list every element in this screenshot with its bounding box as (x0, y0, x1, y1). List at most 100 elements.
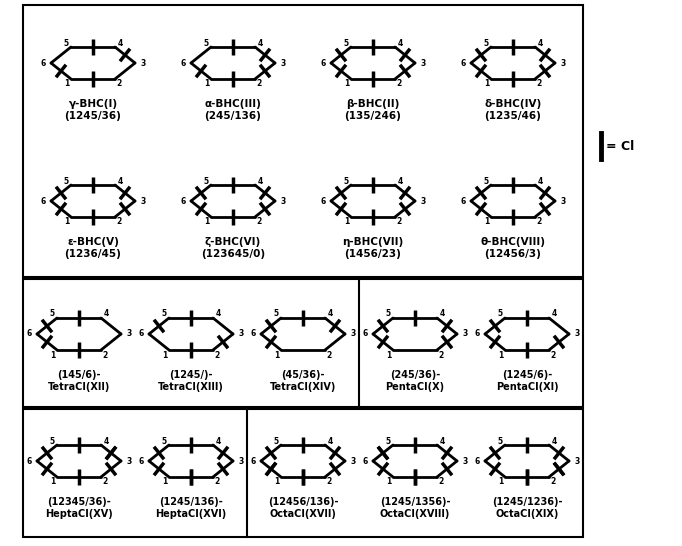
Text: 5: 5 (162, 310, 166, 318)
Text: 5: 5 (63, 39, 69, 48)
Text: 1: 1 (344, 217, 350, 227)
Text: η-BHC(VII)
(1456/23): η-BHC(VII) (1456/23) (342, 237, 404, 259)
Text: 1: 1 (162, 351, 168, 359)
Text: (245/36)-
PentaCl(X): (245/36)- PentaCl(X) (385, 370, 445, 391)
Bar (23, 409, 583, 537)
Text: 6: 6 (250, 329, 256, 339)
Text: 2: 2 (102, 351, 108, 359)
Text: (1245/1236)-
OctaCl(XIX): (1245/1236)- OctaCl(XIX) (492, 497, 562, 519)
Text: 5: 5 (203, 39, 209, 48)
Text: ζ-BHC(VI)
(123645/0): ζ-BHC(VI) (123645/0) (201, 237, 265, 259)
Text: (145/6)-
TetraCl(XII): (145/6)- TetraCl(XII) (48, 370, 110, 391)
Text: 4: 4 (439, 310, 445, 318)
Text: 5: 5 (484, 39, 488, 48)
Text: 2: 2 (117, 80, 121, 88)
Text: 2: 2 (396, 80, 402, 88)
Bar (23, 5, 583, 277)
Text: 4: 4 (117, 176, 123, 186)
Text: 6: 6 (362, 456, 368, 466)
Text: 1: 1 (205, 217, 209, 227)
Text: 2: 2 (256, 80, 262, 88)
Text: 2: 2 (327, 351, 331, 359)
Text: 4: 4 (537, 39, 543, 48)
Text: 6: 6 (40, 197, 46, 205)
Text: 2: 2 (550, 478, 556, 486)
Text: 4: 4 (398, 176, 402, 186)
Text: 2: 2 (117, 217, 121, 227)
Text: 4: 4 (257, 39, 263, 48)
Text: 3: 3 (561, 58, 565, 68)
Text: 6: 6 (40, 58, 46, 68)
Text: 4: 4 (257, 176, 263, 186)
Text: (1245/6)-
PentaCl(XI): (1245/6)- PentaCl(XI) (496, 370, 559, 391)
Text: 4: 4 (216, 310, 220, 318)
Text: 4: 4 (216, 436, 220, 446)
Text: 1: 1 (50, 351, 56, 359)
Text: 3: 3 (239, 329, 243, 339)
Text: 2: 2 (327, 478, 331, 486)
Text: 4: 4 (117, 39, 123, 48)
Text: 6: 6 (321, 197, 325, 205)
Text: 1: 1 (484, 217, 490, 227)
Text: 5: 5 (162, 436, 166, 446)
Text: 2: 2 (536, 217, 542, 227)
Text: γ-BHC(I)
(1245/36): γ-BHC(I) (1245/36) (65, 99, 121, 121)
Text: (12456/136)-
OctaCl(XVII): (12456/136)- OctaCl(XVII) (268, 497, 338, 519)
Text: 3: 3 (420, 197, 426, 205)
Text: 2: 2 (256, 217, 262, 227)
Text: 4: 4 (551, 310, 557, 318)
Text: 1: 1 (205, 80, 209, 88)
Text: 5: 5 (497, 436, 503, 446)
Text: δ-BHC(IV)
(1235/46): δ-BHC(IV) (1235/46) (484, 99, 542, 121)
Text: 6: 6 (27, 456, 31, 466)
Text: 1: 1 (344, 80, 350, 88)
Text: 1: 1 (499, 478, 503, 486)
Text: 6: 6 (321, 58, 325, 68)
Text: 3: 3 (420, 58, 426, 68)
Text: θ-BHC(VIII)
(12456/3): θ-BHC(VIII) (12456/3) (481, 237, 546, 259)
Text: 1: 1 (64, 80, 70, 88)
Text: 5: 5 (385, 436, 391, 446)
Text: 5: 5 (497, 310, 503, 318)
Text: 1: 1 (274, 351, 280, 359)
Text: ε-BHC(V)
(1236/45): ε-BHC(V) (1236/45) (65, 237, 121, 259)
Text: 6: 6 (475, 329, 479, 339)
Text: 1: 1 (162, 478, 168, 486)
Text: (12345/36)-
HeptaCl(XV): (12345/36)- HeptaCl(XV) (45, 497, 113, 519)
Text: 5: 5 (273, 310, 278, 318)
Text: 3: 3 (280, 58, 286, 68)
Text: 3: 3 (574, 456, 580, 466)
Text: 4: 4 (327, 436, 333, 446)
Text: 5: 5 (385, 310, 391, 318)
Text: 2: 2 (214, 478, 220, 486)
Text: 3: 3 (351, 329, 355, 339)
Text: 2: 2 (550, 351, 556, 359)
Text: β-BHC(II)
(135/246): β-BHC(II) (135/246) (344, 99, 402, 121)
Text: 6: 6 (138, 329, 144, 339)
Text: 5: 5 (63, 176, 69, 186)
Text: 4: 4 (537, 176, 543, 186)
Text: 2: 2 (214, 351, 220, 359)
Text: 3: 3 (280, 197, 286, 205)
Text: 6: 6 (460, 197, 466, 205)
Text: 3: 3 (140, 197, 146, 205)
Text: 3: 3 (462, 456, 468, 466)
Text: 6: 6 (27, 329, 31, 339)
Text: 3: 3 (351, 456, 355, 466)
Text: 3: 3 (239, 456, 243, 466)
Text: 5: 5 (49, 310, 55, 318)
Text: 6: 6 (475, 456, 479, 466)
Text: (45/36)-
TetraCl(XIV): (45/36)- TetraCl(XIV) (270, 370, 336, 391)
Text: 1: 1 (387, 351, 391, 359)
Text: 5: 5 (484, 176, 488, 186)
Text: 6: 6 (180, 197, 186, 205)
Text: 6: 6 (362, 329, 368, 339)
Text: 4: 4 (398, 39, 402, 48)
Text: 1: 1 (274, 478, 280, 486)
Text: (1245/)-
TetraCl(XIII): (1245/)- TetraCl(XIII) (158, 370, 224, 391)
Text: 3: 3 (561, 197, 565, 205)
Text: 5: 5 (344, 39, 349, 48)
Text: 1: 1 (64, 217, 70, 227)
Text: 4: 4 (104, 310, 108, 318)
Text: (1245/136)-
HeptaCl(XVI): (1245/136)- HeptaCl(XVI) (155, 497, 226, 519)
